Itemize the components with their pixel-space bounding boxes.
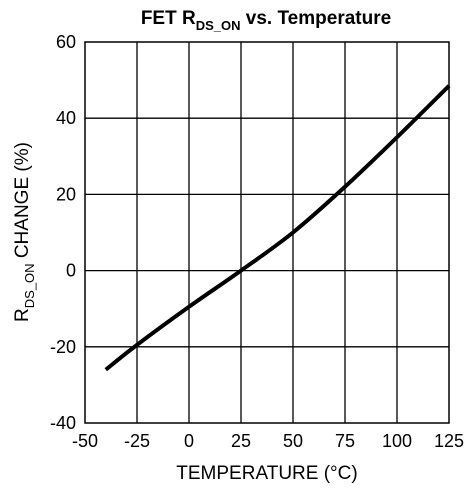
- y-tick-label-1: -20: [50, 337, 76, 357]
- y-axis-label-suffix: CHANGE (%): [12, 142, 33, 263]
- series-layer: [104, 84, 451, 372]
- y-axis-label-prefix: R: [12, 308, 33, 322]
- x-tick-label-2: 0: [184, 431, 194, 451]
- plot-area-border: [84, 41, 450, 424]
- y-tick-label-5: 60: [56, 32, 76, 52]
- y-tick-label-0: -40: [50, 413, 76, 433]
- y-tick-label-2: 0: [66, 261, 76, 281]
- chart-title: FET RDS_ON vs. Temperature: [141, 8, 391, 33]
- x-tick-label-3: 25: [231, 431, 251, 451]
- x-tick-label-6: 100: [382, 431, 412, 451]
- y-axis-label: RDS_ON CHANGE (%): [12, 142, 37, 322]
- series-line-0: [104, 84, 451, 372]
- chart-title-suffix: vs. Temperature: [241, 8, 392, 29]
- y-axis-label-subscript: DS_ON: [22, 263, 37, 308]
- y-tick-label-4: 40: [56, 108, 76, 128]
- x-tick-labels: -50 -25 0 25 50 75 100 125: [72, 431, 464, 451]
- chart-title-subscript: DS_ON: [196, 18, 241, 33]
- y-tick-labels: -40 -20 0 20 40 60: [50, 32, 76, 433]
- x-axis-label: TEMPERATURE (°C): [176, 463, 357, 484]
- x-tick-label-4: 50: [283, 431, 303, 451]
- grid-lines: [85, 42, 449, 423]
- x-tick-label-1: -25: [124, 431, 150, 451]
- y-tick-label-3: 20: [56, 184, 76, 204]
- x-tick-label-7: 125: [434, 431, 464, 451]
- chart-title-prefix: FET R: [141, 8, 196, 29]
- x-tick-label-0: -50: [72, 431, 98, 451]
- x-tick-label-5: 75: [335, 431, 355, 451]
